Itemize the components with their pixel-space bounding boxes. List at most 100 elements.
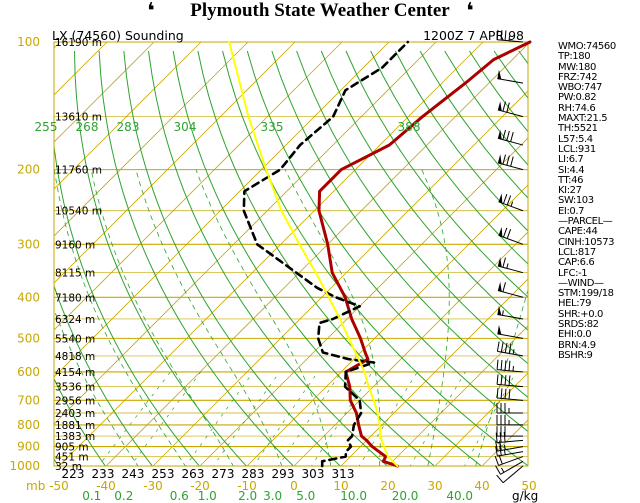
- parameter-item: CAPE:44: [558, 226, 598, 238]
- theta-label: 273: [212, 467, 235, 481]
- parameter-item: SHR:+0.0: [558, 308, 603, 320]
- temperature-tick-label: 40: [474, 479, 489, 493]
- mixing-ratio-label: 0.6: [170, 489, 189, 503]
- mixing-ratio-label: 2.0: [238, 489, 257, 503]
- height-label: 5540 m: [55, 333, 95, 345]
- parameter-item: SRDS:82: [558, 319, 599, 331]
- height-label: 6324 m: [55, 314, 95, 326]
- dry-adiabat-line: [172, 50, 436, 466]
- temperature-tick-label: -50: [49, 479, 69, 493]
- isotherm-line: [54, 42, 343, 331]
- parameter-item: PW:0.82: [558, 92, 597, 104]
- temperature-tick-label: -30: [143, 479, 163, 493]
- parameter-item: WMO:74560: [558, 41, 616, 52]
- mixing-ratio-label: 3.0: [263, 489, 282, 503]
- mixing-ratio-label: 20.0: [392, 489, 419, 503]
- parameter-item: LCL:931: [558, 143, 596, 155]
- pressure-tick-label: 400: [17, 290, 40, 304]
- height-label: 1383 m: [55, 431, 95, 443]
- height-label: 9160 m: [55, 239, 95, 251]
- theta-label: 313: [332, 467, 355, 481]
- wind-barb: [497, 129, 524, 146]
- wind-barb: [496, 388, 524, 401]
- theta-label: 303: [302, 467, 325, 481]
- temperature-tick-label: 10: [333, 479, 348, 493]
- header-bar: ❛ Plymouth State Weather Center ❛: [0, 0, 640, 26]
- parameter-item: LFC:-1: [558, 267, 588, 279]
- parameter-item: MAXT:21.5: [558, 113, 608, 125]
- height-label: 7180 m: [55, 292, 95, 304]
- wind-barb: [497, 154, 524, 171]
- moist-adiabat-line: [54, 308, 139, 466]
- wind-barb: [498, 226, 524, 245]
- theta-label: 335: [261, 120, 284, 134]
- wind-barb: [497, 324, 524, 339]
- wind-barb: [497, 257, 524, 274]
- theta-label: 263: [182, 467, 205, 481]
- wind-barb: [497, 305, 524, 320]
- moist-adiabat-line: [135, 169, 283, 466]
- pressure-tick-label: 200: [17, 163, 40, 177]
- parameter-item: EI:0.7: [558, 205, 585, 217]
- isotherm-line: [54, 42, 390, 378]
- chart-traces: [228, 29, 532, 484]
- wind-barb: [496, 341, 524, 357]
- parameter-item: LI:6.7: [558, 154, 584, 166]
- parameter-item: WBO:747: [558, 82, 602, 94]
- temperature-tick-label: 30: [427, 479, 442, 493]
- height-label: 2403 m: [55, 408, 95, 420]
- mixing-ratio-unit-label: g/kg: [512, 489, 538, 503]
- dry-adiabat-line: [148, 50, 389, 466]
- sounding-time-title: 1200Z 7 APR 98: [423, 28, 524, 43]
- height-label: 3536 m: [55, 382, 95, 394]
- wind-barb: [497, 69, 524, 84]
- mixing-ratio-line: [409, 371, 466, 466]
- theta-label: 243: [122, 467, 145, 481]
- theta-label: 293: [272, 467, 295, 481]
- theta-label: 233: [92, 467, 115, 481]
- mixing-ratio-line: [464, 371, 517, 466]
- parameter-item: SW:103: [558, 195, 594, 207]
- dry-adiabat-line: [345, 50, 528, 298]
- wind-barb: [495, 440, 524, 452]
- height-label: 4154 m: [55, 367, 95, 379]
- theta-label: 268: [76, 120, 99, 134]
- height-label: 4818 m: [55, 351, 95, 363]
- psu-logo-left-icon: ❛: [147, 0, 155, 24]
- pressure-tick-label: 500: [17, 331, 40, 345]
- pressure-tick-label: 700: [17, 393, 40, 407]
- height-label: 11760 m: [55, 165, 102, 177]
- sounding-station-title: LX (74560) Sounding: [52, 28, 184, 43]
- parameter-item: EHI:0.0: [558, 329, 592, 341]
- parameter-item: CAP:6.6: [558, 257, 595, 269]
- sounding-parameters-list: WMO:74560 TP:180 MW:180 FRZ:742 WBO:747 PW:0.…: [558, 41, 616, 361]
- isotherm-line: [199, 137, 528, 466]
- psu-logo-right-icon: ❛: [466, 0, 474, 24]
- wind-barb: [497, 101, 524, 118]
- mixing-ratio-label: 5.0: [296, 489, 315, 503]
- isotherm-line: [54, 42, 249, 237]
- height-label: 32 m: [55, 461, 82, 473]
- dry-adiabat-line: [320, 50, 528, 331]
- parameter-item: SI:4.4: [558, 164, 585, 176]
- parameter-item: LCL:817: [558, 246, 596, 258]
- height-label: 905 m: [55, 442, 89, 454]
- moist-adiabat-line: [90, 169, 234, 466]
- moist-adiabat-line: [475, 288, 528, 466]
- dewpoint-trace: [242, 40, 410, 468]
- parameter-item: KI:27: [558, 185, 582, 197]
- wind-barb: [496, 426, 523, 437]
- wind-barb: [496, 465, 524, 484]
- moist-adiabat-line: [54, 169, 186, 466]
- parameter-item: BRN:4.9: [558, 339, 596, 351]
- wind-barb: [496, 374, 524, 388]
- theta-label: 253: [152, 467, 175, 481]
- parameter-item: TP:180: [558, 51, 591, 63]
- isotherm-line: [105, 43, 528, 466]
- height-label: 1881 m: [55, 420, 95, 432]
- pressure-tick-label: 800: [17, 418, 40, 432]
- theta-label: 388: [398, 120, 421, 134]
- pressure-tick-label: 300: [17, 237, 40, 251]
